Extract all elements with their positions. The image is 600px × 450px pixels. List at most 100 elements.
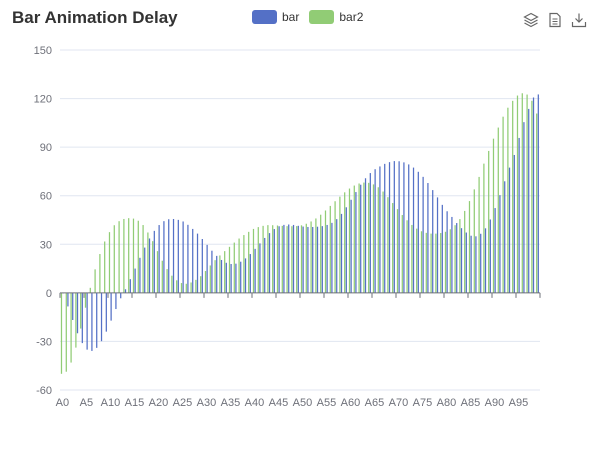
data-view-icon[interactable] <box>547 12 563 28</box>
bar-bar-A88 <box>484 228 487 293</box>
bar-bar2-A64 <box>368 182 370 293</box>
bar-bar-A23 <box>172 218 175 293</box>
bar-bar2-A4 <box>80 292 82 329</box>
bar-bar2-A43 <box>267 225 269 293</box>
bar-bar2-A73 <box>411 224 413 293</box>
x-tick-label: A60 <box>341 397 361 409</box>
legend-item-bar2[interactable]: bar2 <box>309 10 363 24</box>
bar-bar-A72 <box>408 164 410 293</box>
bar-bar2-A58 <box>339 196 341 293</box>
bar-bar-A78 <box>436 197 439 293</box>
bar-bar-A53 <box>316 226 319 293</box>
bar-bar2-A48 <box>291 226 293 293</box>
bar-bar2-A62 <box>358 183 360 293</box>
bar-bar2-A24 <box>176 280 178 293</box>
x-tick-label: A20 <box>149 397 169 409</box>
title: Bar Animation Delay <box>12 8 178 27</box>
bar-bar2-A65 <box>372 184 375 293</box>
bar-bar2-A39 <box>248 231 250 293</box>
bar-bar-A19 <box>153 230 155 293</box>
bar-bar-A80 <box>446 211 448 293</box>
bar-bar2-A9 <box>104 241 106 293</box>
bar-bar-A84 <box>465 232 467 293</box>
x-tick-label: A50 <box>293 397 313 409</box>
bar-bar-A32 <box>216 255 218 293</box>
bar-bar-A6 <box>91 292 93 351</box>
bar-bar2-A55 <box>324 210 327 293</box>
magic-type-icon[interactable] <box>523 12 539 28</box>
y-tick-label: 150 <box>34 45 52 57</box>
bar-bar2-A22 <box>166 269 168 293</box>
bar-bar2-A13 <box>123 218 125 293</box>
legend-swatch-bar2 <box>309 10 335 24</box>
bar-bar2-A44 <box>272 225 274 293</box>
bar-bar2-A83 <box>459 219 461 293</box>
bar-bar2-A21 <box>161 260 163 293</box>
bar-bar2-A81 <box>449 229 451 293</box>
bar-bar2-A46 <box>281 225 283 293</box>
bar-bar2-A87 <box>478 176 480 293</box>
bar-bar-A5 <box>86 292 88 350</box>
bar-bar2-A99 <box>536 113 538 293</box>
bar-bar-A96 <box>523 122 525 293</box>
bar-bar2-A97 <box>526 94 528 293</box>
bar-bar2-A33 <box>219 255 221 293</box>
bar-bar-A79 <box>441 204 443 293</box>
bar-bar2-A50 <box>300 225 303 293</box>
bar-bar2-A6 <box>89 287 91 293</box>
x-tick-label: A55 <box>317 397 337 409</box>
bar-bar2-A70 <box>396 209 399 293</box>
bar-bar-A46 <box>283 224 285 293</box>
bar-bar2-A23 <box>171 275 173 293</box>
bar-bar-A2 <box>72 292 74 320</box>
bar-bar2-A56 <box>329 205 331 293</box>
bar-bar2-A88 <box>483 163 485 293</box>
bar-bar-A95 <box>518 137 520 293</box>
bar-bar2-A8 <box>99 254 101 293</box>
bar-bar2-A20 <box>156 251 159 293</box>
bar-bar-A44 <box>273 229 275 293</box>
bar-bar-A74 <box>417 171 419 293</box>
bar-bar-A13 <box>124 289 127 293</box>
bar-bar-A57 <box>336 219 338 293</box>
bar-bar2-A61 <box>353 185 355 293</box>
bar-bar2-A95 <box>516 95 519 293</box>
bar-bar-A40 <box>254 248 256 293</box>
bar-bar2-A18 <box>147 232 149 293</box>
bar-bar2-A42 <box>262 225 264 293</box>
x-tick-label: A0 <box>56 397 69 409</box>
bar-bar-A34 <box>225 262 227 293</box>
bar-bar-A94 <box>513 154 515 293</box>
bar-bar2-A12 <box>118 221 120 293</box>
bar-bar2-A68 <box>387 197 389 293</box>
legend-item-bar[interactable]: bar <box>252 10 299 24</box>
bar-bar2-A26 <box>185 283 187 293</box>
bar-bar2-A74 <box>416 228 418 293</box>
bar-bar-A86 <box>475 236 477 293</box>
bar-bar-A17 <box>144 247 146 293</box>
bar-bar-A12 <box>120 292 122 299</box>
bar-bar-A29 <box>201 239 203 293</box>
bar-bar-A75 <box>422 176 424 293</box>
save-image-icon[interactable] <box>571 12 587 28</box>
y-tick-label: 90 <box>40 142 52 154</box>
bar-bar2-A80 <box>444 231 447 293</box>
bar-bar2-A84 <box>464 210 466 293</box>
bar-bar-A66 <box>379 166 381 293</box>
bar-bar2-A10 <box>108 232 111 293</box>
bar-bar2-A78 <box>435 233 437 293</box>
bar-bar-A21 <box>163 221 165 293</box>
bar-bar2-A34 <box>224 251 226 293</box>
bar-bar-A18 <box>148 238 151 293</box>
bar-bar-A11 <box>115 292 117 310</box>
bar-bar2-A77 <box>430 233 432 293</box>
bar-bar2-A17 <box>142 225 144 293</box>
bar-bar-A87 <box>480 233 482 293</box>
bar-bar-A82 <box>456 223 458 293</box>
bar-bar2-A89 <box>488 150 490 293</box>
legend: bar bar2 <box>252 10 363 24</box>
bar-bar2-A57 <box>334 201 336 293</box>
bar-bar-A27 <box>192 228 194 293</box>
x-tick-label: A25 <box>173 397 193 409</box>
bar-bar-A10 <box>110 292 112 321</box>
